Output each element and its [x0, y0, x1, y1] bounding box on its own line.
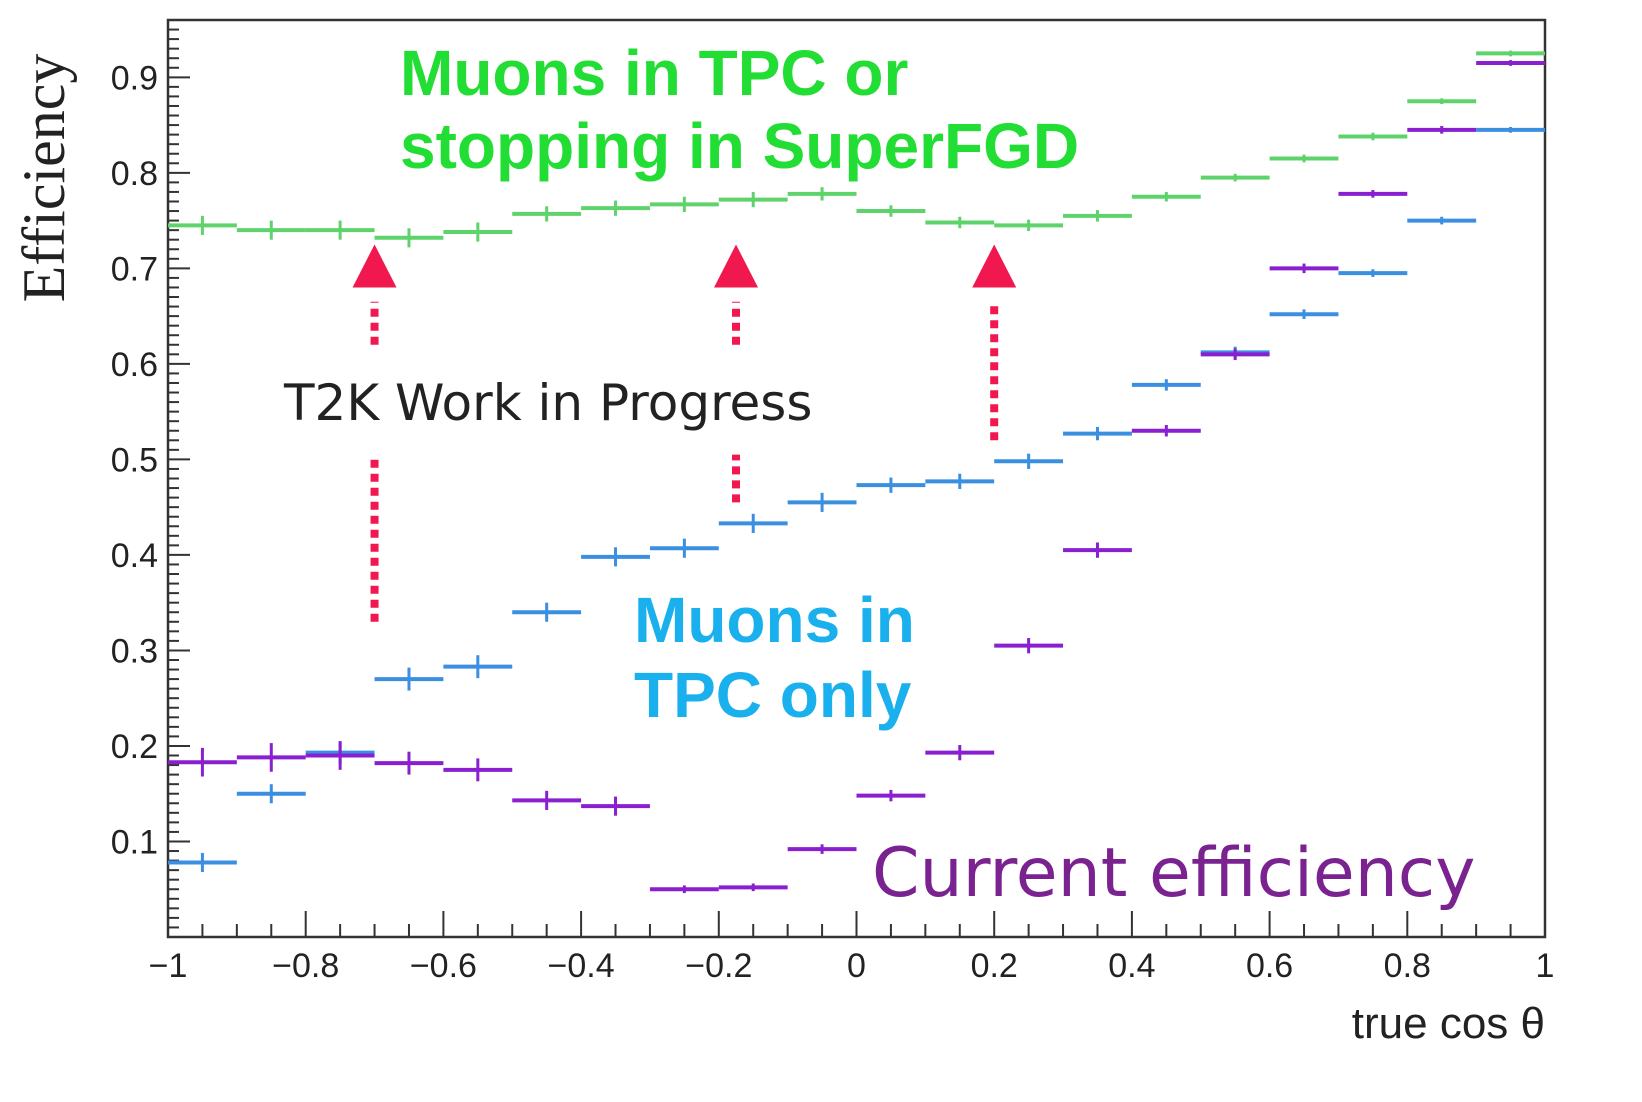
x-tick-label: −0.6 [410, 947, 477, 985]
series-3 [168, 60, 1545, 894]
x-tick-label: 0.4 [1108, 947, 1155, 985]
red-arrow [352, 244, 397, 622]
y-tick-label: 0.7 [111, 250, 158, 288]
x-tick-label: 0.2 [971, 947, 1018, 985]
x-tick-label: 0.6 [1246, 947, 1293, 985]
series-layer [168, 50, 1545, 894]
red-arrow [714, 244, 759, 503]
annotation-blue-line2: TPC only [634, 659, 912, 731]
red-arrow [972, 244, 1017, 441]
x-tick-label: −0.8 [272, 947, 339, 985]
y-tick-label: 0.8 [111, 155, 158, 193]
arrows-layer [352, 244, 1017, 622]
series-2 [168, 126, 1545, 873]
y-tick-label: 0.2 [111, 728, 158, 766]
x-tick-label: 1 [1536, 947, 1555, 985]
watermark-text: T2K Work in Progress [283, 374, 812, 432]
arrow-head [352, 244, 397, 288]
x-tick-label: −0.2 [685, 947, 752, 985]
annotation-purple: Current efficiency [872, 834, 1475, 913]
annotation-blue-line1: Muons in [634, 584, 915, 656]
annotation-green-line1: Muons in TPC or [400, 37, 908, 109]
y-tick-label: 0.1 [111, 823, 158, 861]
x-axis-label: true cos θ [1352, 999, 1545, 1048]
series-1 [168, 50, 1545, 248]
x-tick-label: −1 [149, 947, 188, 985]
x-tick-label: 0.8 [1384, 947, 1431, 985]
arrow-head [972, 244, 1017, 288]
x-tick-label: −0.4 [548, 947, 615, 985]
annotation-green-line2: stopping in SuperFGD [400, 110, 1079, 182]
y-tick-label: 0.9 [111, 59, 158, 97]
y-tick-label: 0.3 [111, 632, 158, 670]
y-axis-label: Efficiency [11, 54, 77, 303]
y-axis-ticks: 0.1 0.2 0.3 0.4 0.5 0.6 0.7 0.8 0.9 [111, 28, 190, 938]
y-tick-label: 0.5 [111, 441, 158, 479]
x-tick-label: 0 [847, 947, 866, 985]
y-tick-label: 0.4 [111, 537, 158, 575]
arrow-head [714, 244, 759, 288]
x-axis-ticks: −1 −0.8 −0.6 −0.4 −0.2 0 0.2 0.4 0.6 0.8 1 [149, 911, 1555, 985]
y-tick-label: 0.6 [111, 346, 158, 384]
